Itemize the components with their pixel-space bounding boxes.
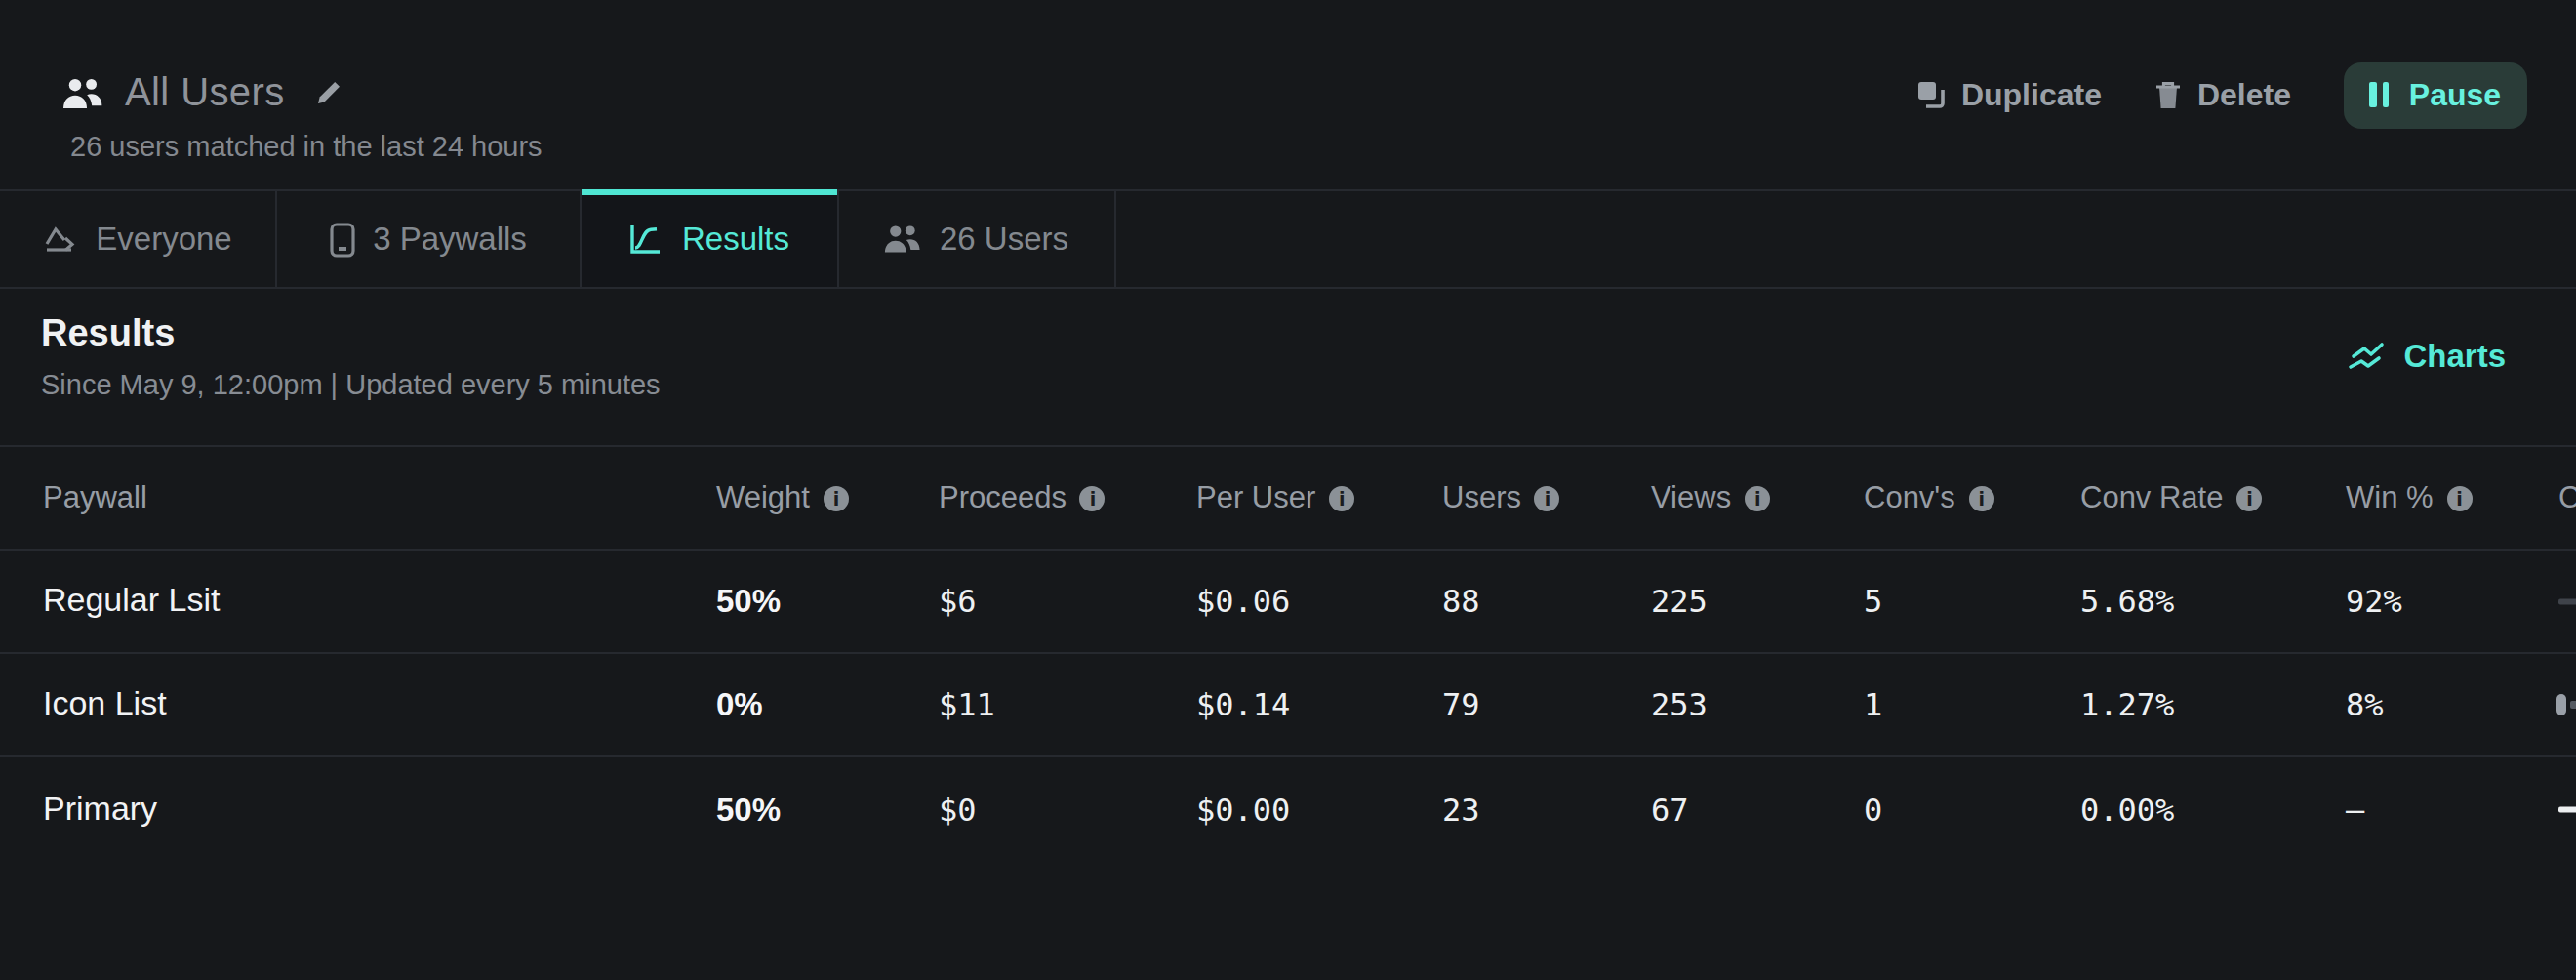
info-icon[interactable]: i — [1745, 485, 1770, 510]
win-value: 8% — [2346, 686, 2384, 723]
col-header-win: Win %i — [2346, 480, 2473, 515]
tab-users[interactable]: 26 Users — [839, 191, 1116, 287]
tab-users-label: 26 Users — [940, 221, 1068, 258]
views-value: 253 — [1651, 686, 1708, 723]
pause-icon — [2370, 82, 2390, 107]
col-header-per-user: Per Useri — [1196, 480, 1354, 515]
audience-page: All Users 26 users matched in the last 2… — [0, 0, 2576, 980]
table-row[interactable]: Icon List 0% $11 $0.14 79 253 1 1.27% 8% — [0, 654, 2576, 757]
delete-button[interactable]: Delete — [2154, 77, 2291, 112]
tab-bar: Everyone 3 Paywalls Results — [0, 189, 2576, 289]
charts-link[interactable]: Charts — [2347, 338, 2506, 375]
filter-arrow-icon — [43, 224, 78, 255]
charts-icon — [2347, 342, 2386, 371]
win-value: – — [2346, 791, 2364, 828]
results-table: Paywall Weighti Proceedsi Per Useri User… — [0, 445, 2576, 861]
tab-results[interactable]: Results — [582, 191, 839, 287]
convs-value: 0 — [1864, 791, 1882, 828]
confidence-marker-partial — [2556, 694, 2566, 715]
info-icon[interactable]: i — [1535, 485, 1560, 510]
per-user-value: $0.00 — [1196, 791, 1290, 828]
table-row[interactable]: Regular Lsit 50% $6 $0.06 88 225 5 5.68%… — [0, 551, 2576, 654]
conv-rate-value: 5.68% — [2080, 583, 2174, 620]
users-value: 79 — [1442, 686, 1480, 723]
conv-rate-value: 0.00% — [2080, 791, 2174, 828]
info-icon[interactable]: i — [1080, 485, 1106, 510]
win-value: 92% — [2346, 583, 2402, 620]
weight-value: 50% — [716, 791, 781, 828]
per-user-value: $0.14 — [1196, 686, 1290, 723]
duplicate-icon — [1916, 80, 1946, 109]
results-section-header: Results Since May 9, 12:00pm | Updated e… — [0, 289, 2576, 447]
confidence-bar-partial — [2558, 599, 2576, 604]
col-header-weight: Weighti — [716, 480, 849, 515]
tab-paywalls[interactable]: 3 Paywalls — [277, 191, 582, 287]
page-header: All Users 26 users matched in the last 2… — [0, 0, 2576, 189]
table-row[interactable]: Primary 50% $0 $0.00 23 67 0 0.00% – — [0, 757, 2576, 861]
conv-rate-value: 1.27% — [2080, 686, 2174, 723]
col-header-views: Viewsi — [1651, 480, 1770, 515]
trash-icon — [2154, 79, 2182, 110]
col-header-confidence-truncated: C — [2558, 480, 2576, 515]
views-value: 67 — [1651, 791, 1689, 828]
confidence-dash-partial — [2558, 806, 2576, 813]
pause-label: Pause — [2409, 77, 2501, 112]
weight-value: 50% — [716, 583, 781, 620]
results-subtitle: Since May 9, 12:00pm | Updated every 5 m… — [41, 369, 661, 400]
info-icon[interactable]: i — [1329, 485, 1354, 510]
info-icon[interactable]: i — [824, 485, 849, 510]
paywall-name: Icon List — [43, 685, 167, 724]
users-icon — [62, 77, 103, 108]
users-value: 88 — [1442, 583, 1480, 620]
proceeds-value: $6 — [939, 583, 977, 620]
users-group-icon — [885, 225, 922, 254]
info-icon[interactable]: i — [2236, 485, 2262, 510]
paywall-name: Primary — [43, 790, 157, 829]
results-curve-icon — [629, 223, 664, 256]
proceeds-value: $0 — [939, 791, 977, 828]
col-header-paywall: Paywall — [43, 480, 147, 515]
tab-everyone-label: Everyone — [96, 221, 231, 258]
tab-results-label: Results — [682, 221, 789, 258]
pause-button[interactable]: Pause — [2344, 61, 2527, 128]
col-header-users: Usersi — [1442, 480, 1560, 515]
delete-label: Delete — [2197, 77, 2291, 112]
duplicate-button[interactable]: Duplicate — [1916, 77, 2102, 112]
users-value: 23 — [1442, 791, 1480, 828]
table-header-row: Paywall Weighti Proceedsi Per Useri User… — [0, 445, 2576, 551]
col-header-conv-rate: Conv Ratei — [2080, 480, 2262, 515]
charts-label: Charts — [2403, 338, 2506, 375]
col-header-convs: Conv'si — [1864, 480, 1994, 515]
weight-value: 0% — [716, 686, 763, 723]
col-header-proceeds: Proceedsi — [939, 480, 1106, 515]
proceeds-value: $11 — [939, 686, 995, 723]
phone-icon — [330, 222, 355, 257]
info-icon[interactable]: i — [1969, 485, 1994, 510]
views-value: 225 — [1651, 583, 1708, 620]
confidence-tick-partial — [2570, 701, 2576, 709]
paywall-name: Regular Lsit — [43, 582, 220, 621]
results-title: Results — [41, 312, 175, 355]
duplicate-label: Duplicate — [1961, 77, 2102, 112]
tab-paywalls-label: 3 Paywalls — [373, 221, 527, 258]
tab-bar-filler — [1116, 191, 2576, 287]
info-icon[interactable]: i — [2447, 485, 2473, 510]
convs-value: 5 — [1864, 583, 1882, 620]
edit-pencil-icon[interactable] — [314, 78, 343, 107]
page-title: All Users — [125, 70, 285, 115]
matched-users-subtitle: 26 users matched in the last 24 hours — [70, 131, 543, 162]
convs-value: 1 — [1864, 686, 1882, 723]
per-user-value: $0.06 — [1196, 583, 1290, 620]
tab-everyone[interactable]: Everyone — [0, 191, 277, 287]
